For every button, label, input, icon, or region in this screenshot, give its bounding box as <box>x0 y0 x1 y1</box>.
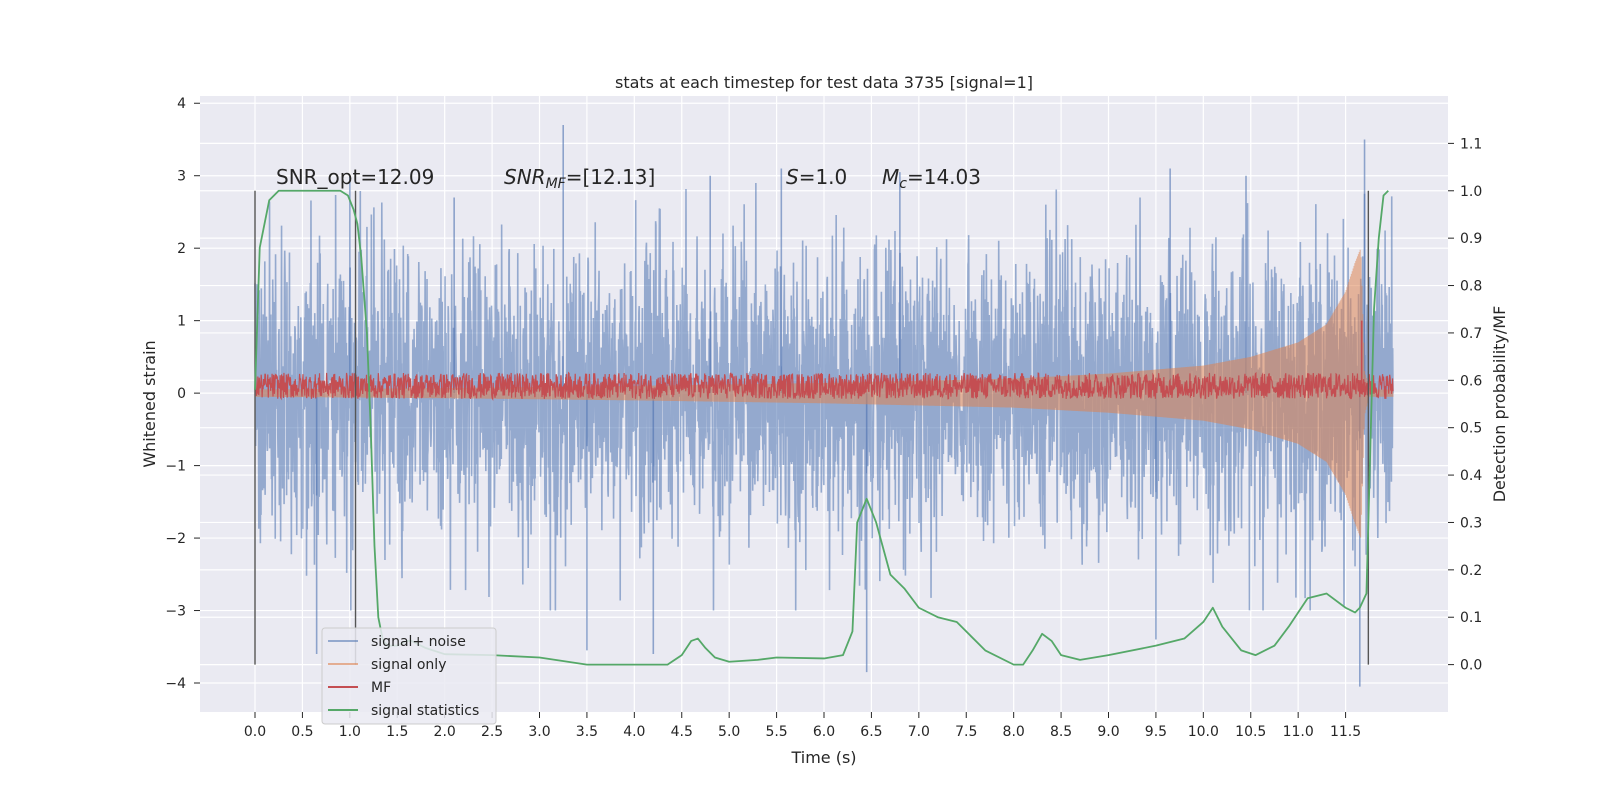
y-tick-label: 0 <box>177 386 186 402</box>
legend: signal+ noise signal only MF signal stat… <box>321 627 497 725</box>
vertical-markers <box>254 190 1370 665</box>
x-tick-label: 4.5 <box>671 724 693 740</box>
annotation-mc: Mc=14.03 <box>882 165 981 192</box>
y-tick-label: −4 <box>165 676 186 692</box>
x-tick-label: 0.5 <box>291 724 313 740</box>
y2-tick-label: 1.1 <box>1460 136 1482 152</box>
y-tick-label: 2 <box>177 241 186 257</box>
y-tick-label: 1 <box>177 314 186 330</box>
x-tick-label: 2.5 <box>481 724 503 740</box>
x-axis-label: Time (s) <box>790 748 856 767</box>
x-tick-label: 1.0 <box>339 724 361 740</box>
y2-tick-label: 0.0 <box>1460 658 1482 674</box>
x-tick-label: 7.0 <box>908 724 930 740</box>
annotation-snr-mf-sub: MF <box>546 176 567 192</box>
annotation-mc-label: M <box>882 165 899 189</box>
x-tick-label: 8.0 <box>1003 724 1025 740</box>
annotation-snr-mf: SNRMF=[12.13] <box>504 165 655 192</box>
x-tick-label: 8.5 <box>1050 724 1072 740</box>
legend-label-signal-noise: signal+ noise <box>371 634 466 650</box>
x-tick-label: 6.5 <box>860 724 882 740</box>
x-tick-label: 3.5 <box>576 724 598 740</box>
annotation-s-value: =1.0 <box>799 165 848 189</box>
x-tick-label: 4.0 <box>623 724 645 740</box>
x-tick-label: 5.0 <box>718 724 740 740</box>
annotation-snr-mf-label: SNR <box>504 165 546 189</box>
y-tick-label: 4 <box>177 96 186 112</box>
annotation-snr-mf-value: =[12.13] <box>566 165 656 189</box>
legend-label-signal-only: signal only <box>371 657 446 673</box>
series-mf <box>254 371 1394 401</box>
annotation-s-label: S <box>786 165 799 189</box>
y2-tick-label: 0.5 <box>1460 421 1482 437</box>
x-tick-label: 7.5 <box>955 724 977 740</box>
x-tick-label: 11.0 <box>1283 724 1314 740</box>
y2-tick-label: 0.6 <box>1460 373 1482 389</box>
x-tick-label: 9.0 <box>1097 724 1119 740</box>
y-tick-label: 3 <box>177 169 186 185</box>
data-layer <box>254 124 1394 687</box>
legend-box <box>321 627 497 725</box>
y2-tick-label: 0.3 <box>1460 515 1482 531</box>
annotation-mc-sub: c <box>899 176 907 192</box>
x-tick-label: 11.5 <box>1330 724 1361 740</box>
y-axis-label: Whitened strain <box>140 340 159 467</box>
annotations: SNR_opt=12.09 SNRMF=[12.13] S=1.0 Mc=14.… <box>276 165 981 192</box>
y2-tick-label: 0.4 <box>1460 468 1482 484</box>
annotation-s: S=1.0 <box>786 165 847 189</box>
x-tick-label: 3.0 <box>528 724 550 740</box>
stat-layer <box>254 189 1389 666</box>
ticks: 4 3 2 1 0 −1 −2 −3 −4 1.1 1.0 0.9 0.8 0.7 0.6 0.5 0.4 0.3… <box>165 96 1482 740</box>
x-tick-label: 10.5 <box>1235 724 1266 740</box>
legend-label-mf: MF <box>371 680 391 696</box>
legend-label-signal-statistics: signal statistics <box>371 703 479 719</box>
x-tick-label: 10.0 <box>1188 724 1219 740</box>
x-tick-label: 0.0 <box>244 724 266 740</box>
chart-title: stats at each timestep for test data 373… <box>615 73 1033 92</box>
y2-tick-label: 1.0 <box>1460 184 1482 200</box>
x-tick-label: 6.0 <box>813 724 835 740</box>
series-signal-statistics <box>254 189 1389 666</box>
y2-tick-label: 0.2 <box>1460 563 1482 579</box>
x-tick-label: 2.0 <box>434 724 456 740</box>
x-tick-label: 9.5 <box>1145 724 1167 740</box>
y2-tick-label: 0.9 <box>1460 231 1482 247</box>
y2-tick-label: 0.1 <box>1460 610 1482 626</box>
x-tick-label: 5.5 <box>765 724 787 740</box>
x-tick-label: 1.5 <box>386 724 408 740</box>
annotation-snr-opt: SNR_opt=12.09 <box>276 165 434 189</box>
y2-tick-label: 0.8 <box>1460 279 1482 295</box>
y-tick-label: −3 <box>165 604 186 620</box>
annotation-mc-value: =14.03 <box>907 165 981 189</box>
y2-tick-label: 0.7 <box>1460 326 1482 342</box>
y2-axis-label: Detection probability/MF <box>1490 306 1509 503</box>
y-tick-label: −2 <box>165 531 186 547</box>
y-tick-label: −1 <box>165 459 186 475</box>
